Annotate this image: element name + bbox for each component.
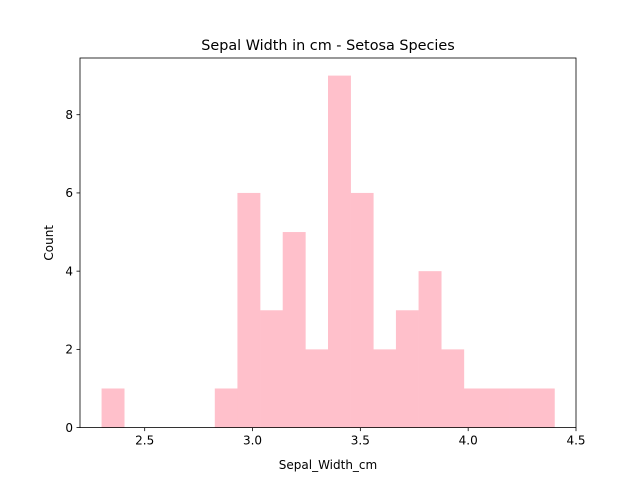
- x-tick-label: 4.5: [566, 434, 585, 448]
- x-tick-label: 3.5: [351, 434, 370, 448]
- histogram-bar: [214, 388, 238, 428]
- x-axis-ticks: 2.5 3.0 3.5 4.0 4.5: [135, 427, 586, 448]
- histogram-bar: [305, 349, 329, 428]
- y-tick-label: 4: [65, 264, 73, 278]
- y-axis-ticks: 0 2 4 6 8: [65, 108, 80, 435]
- plot-frame: [79, 57, 577, 429]
- histogram-bar: [328, 75, 351, 428]
- histogram-bar: [441, 349, 465, 428]
- histogram-bar: [418, 271, 442, 428]
- histogram-bar: [237, 192, 261, 428]
- y-axis-label: Count: [42, 225, 56, 261]
- y-tick-label: 0: [65, 421, 73, 435]
- bars-group: [101, 75, 555, 428]
- histogram-bar: [531, 388, 555, 428]
- y-tick-label: 6: [65, 186, 73, 200]
- chart-title: Sepal Width in cm - Setosa Species: [201, 38, 455, 54]
- histogram-bar: [463, 388, 487, 428]
- histogram-bar: [395, 310, 419, 428]
- histogram-bar: [373, 349, 397, 428]
- y-tick-label: 8: [65, 108, 73, 122]
- histogram-bar: [350, 192, 374, 428]
- histogram-bar: [101, 388, 125, 428]
- x-axis-label: Sepal_Width_cm: [279, 458, 377, 472]
- y-tick-label: 2: [65, 343, 73, 357]
- histogram-bar: [486, 388, 510, 428]
- histogram-bar: [509, 388, 533, 428]
- histogram-bar: [260, 310, 284, 428]
- x-tick-label: 4.0: [459, 434, 478, 448]
- x-tick-label: 3.0: [243, 434, 262, 448]
- histogram-bar: [282, 232, 306, 428]
- x-tick-label: 2.5: [135, 434, 154, 448]
